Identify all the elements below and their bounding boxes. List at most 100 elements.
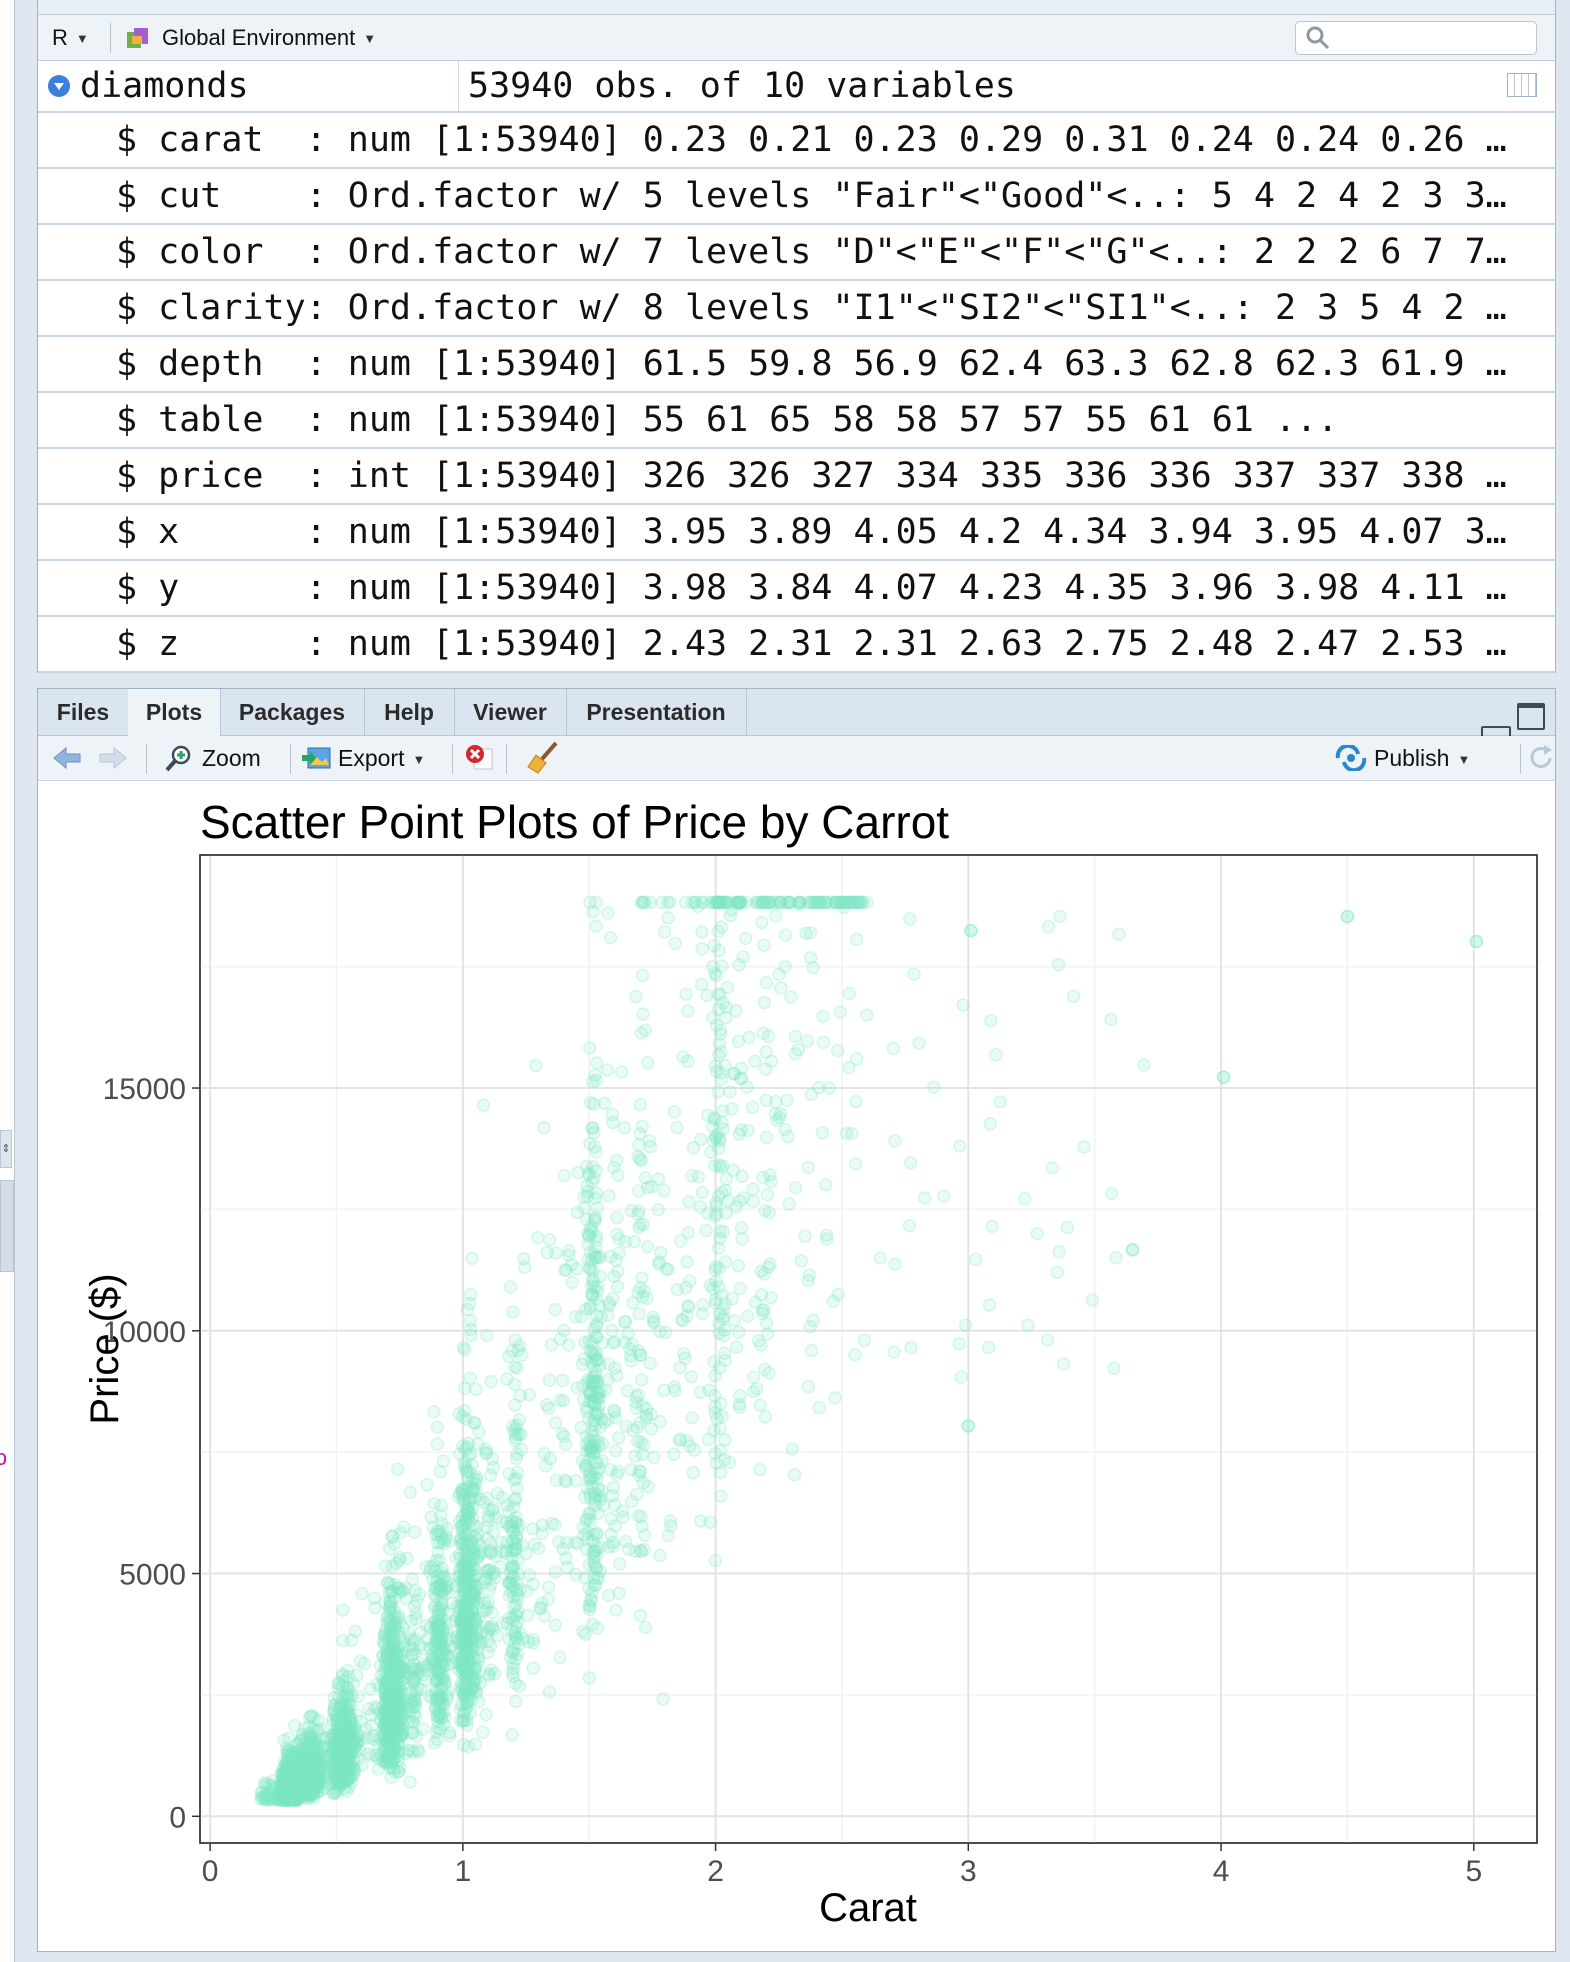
data-point (292, 1784, 307, 1799)
data-point (458, 1628, 473, 1642)
tab-packages[interactable]: Packages (220, 689, 365, 735)
data-point (620, 1383, 635, 1398)
dataset-row[interactable]: diamonds 53940 obs. of 10 variables (38, 61, 1555, 113)
data-point (293, 1785, 308, 1799)
data-point (387, 1694, 401, 1709)
data-point (313, 1722, 327, 1736)
clear-all-plots-broom-icon[interactable] (526, 741, 560, 775)
data-point (716, 1224, 731, 1239)
data-point (303, 1769, 317, 1784)
export-menu-button[interactable]: Export ▼ (302, 736, 425, 780)
data-point (589, 1330, 604, 1344)
data-point (384, 1623, 399, 1637)
data-point (1112, 927, 1126, 941)
data-point (333, 1717, 347, 1731)
data-point (465, 1620, 480, 1635)
data-point (602, 1298, 616, 1313)
data-point (682, 1195, 696, 1209)
tab-viewer[interactable]: Viewer (454, 689, 567, 735)
data-point (312, 1770, 327, 1784)
data-point (390, 1720, 405, 1734)
refresh-icon[interactable] (1526, 743, 1556, 773)
data-point (377, 1745, 392, 1760)
zoom-button[interactable]: Zoom (164, 736, 261, 780)
data-point (330, 1752, 344, 1766)
data-point (602, 1588, 616, 1603)
data-point (1109, 1251, 1123, 1265)
data-point (686, 1466, 700, 1480)
data-point (340, 1663, 355, 1678)
data-point (336, 1769, 350, 1783)
publish-menu-button[interactable]: Publish ▼ (1334, 736, 1470, 780)
data-point (695, 1306, 710, 1321)
data-point (285, 1781, 299, 1795)
data-point (787, 1467, 802, 1482)
data-point (303, 1737, 318, 1751)
tab-files[interactable]: Files (38, 689, 129, 735)
data-point (333, 1763, 347, 1777)
data-point (456, 1637, 471, 1651)
data-point (282, 1772, 297, 1787)
tab-plots[interactable]: Plots (128, 689, 221, 736)
data-point (761, 1029, 776, 1044)
data-point (509, 1530, 524, 1544)
data-point (393, 1702, 407, 1717)
data-point (614, 1065, 629, 1079)
data-point (717, 1323, 732, 1337)
data-point (709, 1259, 723, 1274)
data-point (300, 1766, 315, 1781)
data-point (576, 1520, 590, 1535)
data-point (826, 1294, 840, 1309)
data-point (287, 1776, 302, 1790)
data-point (608, 1404, 622, 1419)
data-point (292, 1762, 306, 1777)
data-point (337, 1767, 352, 1782)
data-point (640, 1402, 654, 1416)
data-point (589, 895, 603, 910)
maximize-pane-icon[interactable] (1517, 703, 1545, 730)
data-point (333, 1726, 348, 1741)
back-arrow-icon[interactable] (52, 746, 82, 770)
remove-plot-icon[interactable] (464, 743, 494, 773)
data-point (593, 1493, 608, 1507)
data-point (715, 1115, 729, 1130)
data-point (304, 1763, 318, 1777)
forward-arrow-icon[interactable] (98, 746, 128, 770)
data-point (463, 1705, 478, 1720)
data-point (745, 1100, 760, 1114)
data-point (622, 1341, 637, 1356)
data-point (677, 1346, 691, 1361)
data-point (460, 1606, 474, 1620)
data-point (460, 1612, 475, 1626)
data-point (284, 1790, 299, 1805)
collapse-toggle-icon[interactable] (48, 75, 70, 97)
view-table-icon[interactable] (1507, 73, 1537, 97)
data-point (342, 1764, 356, 1778)
tab-presentation[interactable]: Presentation (566, 689, 747, 735)
left-pane-edge: ⇕ ɔ (0, 0, 15, 1962)
data-point (464, 1481, 479, 1496)
data-point (810, 895, 825, 910)
data-point (509, 1541, 523, 1556)
tab-help[interactable]: Help (364, 689, 455, 735)
data-point (590, 1407, 605, 1421)
environment-scope-selector[interactable]: Global Environment ▼ (126, 15, 376, 60)
data-point (505, 1728, 519, 1742)
data-point (586, 905, 600, 919)
data-point (293, 1768, 307, 1783)
pane-resize-grip[interactable]: ⇕ (0, 1130, 12, 1168)
data-point (374, 1668, 389, 1683)
data-point (293, 1790, 307, 1804)
data-point (450, 1610, 465, 1624)
data-point (627, 1235, 641, 1249)
search-icon (1306, 26, 1330, 50)
language-selector[interactable]: R ▼ (52, 15, 89, 60)
data-point (379, 1704, 393, 1719)
data-point (288, 1787, 302, 1801)
environment-search-input[interactable] (1295, 21, 1537, 55)
collapsed-pane-tab[interactable] (0, 1180, 14, 1272)
data-point (455, 1649, 470, 1663)
data-point (286, 1764, 301, 1779)
data-point (484, 1374, 498, 1389)
data-point (279, 1791, 293, 1805)
